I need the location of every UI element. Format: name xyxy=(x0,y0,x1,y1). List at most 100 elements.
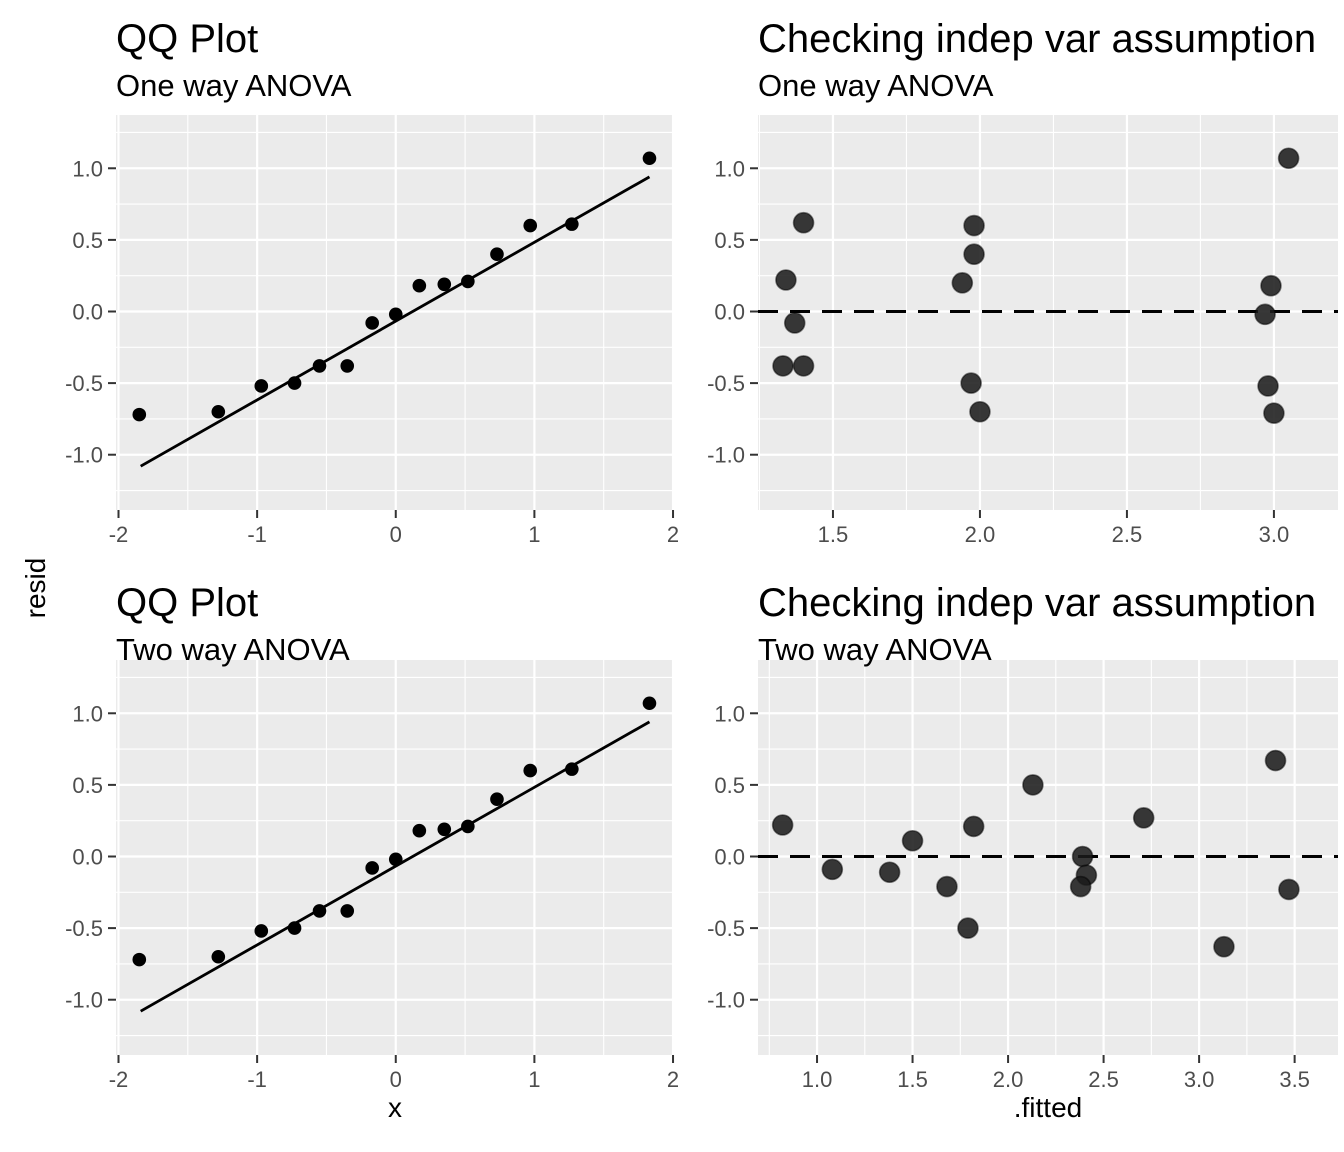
data-point xyxy=(254,379,269,393)
data-point xyxy=(461,819,475,834)
data-point xyxy=(962,815,985,838)
x-tick-label: 2.5 xyxy=(1112,522,1143,547)
data-point xyxy=(1277,147,1300,170)
x-tick-label: 2 xyxy=(667,522,679,547)
plot-subtitle-indep-oneway: One way ANOVA xyxy=(758,68,994,103)
x-tick-label: 2 xyxy=(667,1067,679,1092)
data-point xyxy=(437,822,452,837)
y-tick-label: 1.0 xyxy=(714,701,745,726)
data-point xyxy=(565,762,579,776)
data-point xyxy=(388,852,403,867)
x-tick-label: -1 xyxy=(247,522,267,547)
qq-reference-line xyxy=(139,175,651,468)
x-axis-title-fitted: .fitted xyxy=(1013,1092,1083,1123)
points xyxy=(772,147,1300,424)
gridlines xyxy=(758,115,1338,510)
axes: -2 -1 0 1 2 1.0 0.5 0.0 -0.5 -1.0 xyxy=(65,701,679,1092)
x-tick-label: 0 xyxy=(390,522,402,547)
data-point xyxy=(963,243,985,266)
data-point xyxy=(365,316,379,330)
panel-1: 1.5 2.0 2.5 3.0 1.0 0.5 0.0 -0.5 -1.0 xyxy=(707,115,1338,547)
x-tick-label: 2.0 xyxy=(993,1067,1024,1092)
data-point xyxy=(642,696,657,711)
x-tick-label: 1.5 xyxy=(818,522,849,547)
plot-title-qq-twoway: QQ Plot xyxy=(116,581,259,625)
data-point xyxy=(1260,274,1282,297)
data-point xyxy=(1022,774,1044,796)
data-point xyxy=(1069,875,1092,898)
gridlines xyxy=(116,660,675,1055)
plot-title-indep-twoway: Checking indep var assumption xyxy=(758,581,1317,625)
plot-subtitle-indep-twoway: Two way ANOVA xyxy=(758,632,992,667)
panel-0: -2 -1 0 1 2 1.0 0.5 0.0 -0.5 -1.0 xyxy=(65,115,679,547)
y-tick-label: -1.0 xyxy=(65,443,103,468)
data-point xyxy=(783,312,806,334)
points xyxy=(132,151,657,422)
data-point xyxy=(211,949,226,964)
data-point xyxy=(412,278,427,293)
data-point xyxy=(437,277,452,292)
x-tick-label: -1 xyxy=(247,1067,267,1092)
data-point xyxy=(1264,749,1287,772)
data-point xyxy=(642,151,657,166)
data-point xyxy=(523,763,538,778)
data-point xyxy=(957,917,979,939)
axes: 1.5 2.0 2.5 3.0 1.0 0.5 0.0 -0.5 -1.0 xyxy=(707,156,1289,547)
data-point xyxy=(132,407,147,422)
data-point xyxy=(388,307,403,322)
x-tick-label: 1.5 xyxy=(897,1067,928,1092)
y-tick-label: 1.0 xyxy=(714,156,745,181)
data-point xyxy=(1132,807,1155,829)
y-tick-label: 1.0 xyxy=(72,701,103,726)
y-tick-label: 0.5 xyxy=(72,773,103,798)
panel-2: -2 -1 0 1 2 1.0 0.5 0.0 -0.5 -1.0 xyxy=(65,660,679,1092)
data-point xyxy=(963,214,985,237)
data-point xyxy=(1278,878,1300,901)
axes: 1.0 1.5 2.0 2.5 3.0 3.5 1.0 0.5 0.0 -0.5 -1.0 xyxy=(707,701,1310,1092)
data-point xyxy=(312,359,327,373)
data-point xyxy=(412,823,427,838)
points xyxy=(132,696,657,967)
plot-title-indep-oneway: Checking indep var assumption xyxy=(758,17,1317,61)
data-point xyxy=(1071,845,1094,868)
plot-title-qq-oneway: QQ Plot xyxy=(116,17,259,61)
points xyxy=(771,749,1300,958)
x-tick-label: -2 xyxy=(109,1067,129,1092)
x-axis-title-qq: x xyxy=(388,1092,402,1123)
data-point xyxy=(901,829,924,852)
data-point xyxy=(490,792,504,807)
y-tick-label: -0.5 xyxy=(707,371,745,396)
data-point xyxy=(211,404,226,419)
data-point xyxy=(132,952,147,967)
data-point xyxy=(565,217,579,231)
qq-reference-line xyxy=(139,720,651,1013)
x-tick-label: 3.0 xyxy=(1259,522,1290,547)
y-tick-label: -0.5 xyxy=(65,371,103,396)
data-point xyxy=(287,921,302,935)
y-tick-label: 0.0 xyxy=(72,299,103,324)
data-point xyxy=(772,355,794,377)
y-tick-label: -1.0 xyxy=(707,988,745,1013)
gridlines xyxy=(758,660,1338,1055)
data-point xyxy=(1263,402,1285,424)
y-tick-label: 0.5 xyxy=(714,228,745,253)
data-point xyxy=(792,355,815,377)
data-point xyxy=(490,247,504,262)
data-point xyxy=(340,904,355,918)
gridlines xyxy=(116,115,675,510)
plot-subtitle-qq-oneway: One way ANOVA xyxy=(116,68,352,103)
x-tick-label: 3.5 xyxy=(1279,1067,1310,1092)
data-point xyxy=(960,372,982,394)
data-point xyxy=(878,861,901,884)
data-point xyxy=(792,211,815,234)
y-axis-title-resid: resid xyxy=(20,557,51,619)
data-point xyxy=(1257,375,1279,397)
data-point xyxy=(821,858,844,881)
x-tick-label: 2.5 xyxy=(1088,1067,1119,1092)
x-tick-label: 2.0 xyxy=(965,522,996,547)
data-point xyxy=(365,861,379,875)
data-point xyxy=(312,904,327,918)
data-point xyxy=(523,218,538,233)
